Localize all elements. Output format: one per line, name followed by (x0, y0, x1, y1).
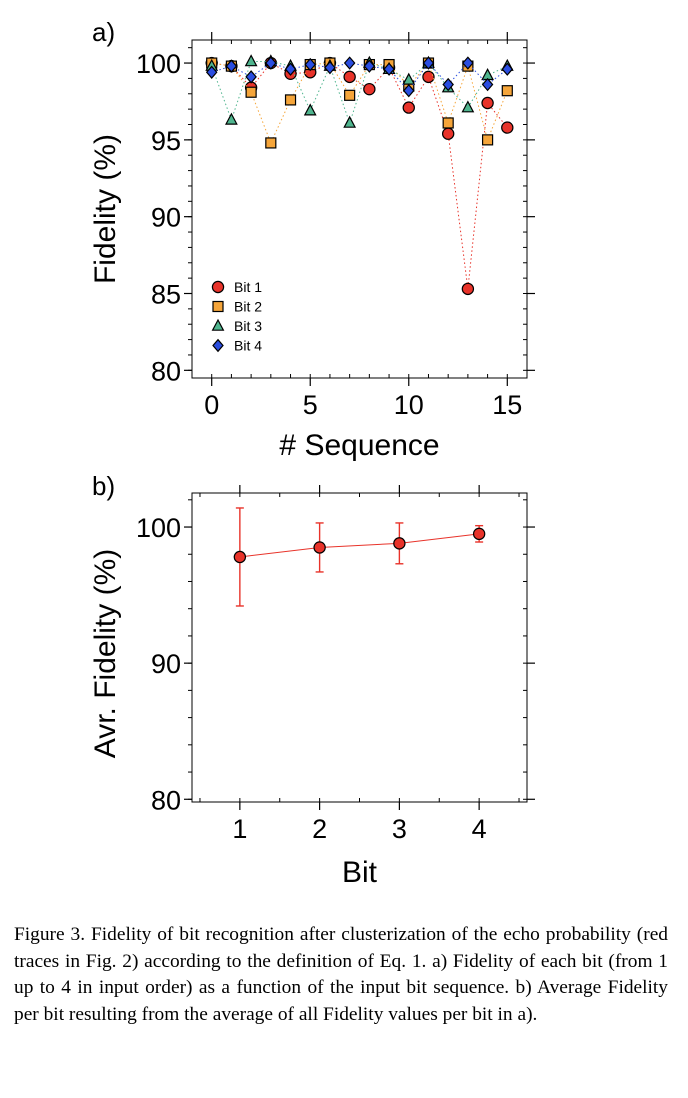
series-bit-2-line (211, 62, 508, 145)
series-bit-4-point-3 (265, 56, 277, 70)
panel-b-label: b) (92, 471, 115, 501)
series-bit-3-point-10 (402, 72, 416, 85)
chart-a-x-tick-label-10: 10 (394, 390, 424, 420)
series-bit-4-point-12 (442, 77, 454, 92)
figure-3: a) 0 5 10 15 80 85 90 95 100 Bit 1 Bit 2 Bit 3 Bit 4… (89, 17, 535, 889)
series-bit-1-point-7 (343, 70, 356, 84)
series-average-fidelity (233, 507, 486, 607)
chart-a-y-tick-label-100: 100 (136, 49, 181, 79)
chart-b-y-axis-title: Avr. Fidelity (%) (89, 549, 122, 759)
series-bit-2-point-14 (481, 134, 494, 146)
series-bit-4-point-10 (402, 83, 415, 98)
series-bit-3-point-5 (303, 103, 317, 116)
series-bit-4-point-11 (422, 56, 435, 70)
series-bit-3-point-7 (343, 115, 357, 128)
average-point-bit-2 (313, 541, 326, 554)
series-bit-4-point-5 (304, 57, 317, 72)
chart-a-y-tick-label-95: 95 (151, 126, 181, 156)
average-point-bit-1 (233, 550, 247, 564)
series-bit-1-point-15 (501, 121, 514, 134)
chart-b-average-fidelity-per-bit: 1 2 3 4 80 90 100 Bit Avr. Fidelity (%) (89, 485, 535, 889)
chart-a-x-tick-label-0: 0 (204, 390, 219, 420)
series-bit-2-point-3 (265, 137, 277, 149)
series-bit-4-point-14 (481, 77, 494, 92)
series-bit-4-point-4 (284, 62, 297, 76)
chart-b-x-tick-label-3: 3 (392, 814, 407, 844)
chart-a-y-axis-title: Fidelity (%) (89, 134, 122, 284)
legend-marker-bit-3 (211, 318, 225, 331)
chart-b-y-tick-label-100: 100 (136, 513, 181, 543)
chart-b-y-tick-label-80: 80 (151, 785, 181, 815)
series-bit-1-point-13 (461, 282, 475, 296)
series-bit-1-line (211, 62, 508, 289)
series-bit-4-point-8 (363, 59, 376, 73)
legend-label-bit-2: Bit 2 (234, 299, 262, 315)
series-bit-4-point-13 (462, 56, 474, 70)
series-bit-4-point-2 (245, 70, 257, 84)
legend-label-bit-4: Bit 4 (234, 338, 262, 354)
series-bit-3-line (211, 61, 508, 125)
series-bit-4-point-15 (501, 62, 514, 76)
series-bit-1-point-14 (481, 96, 494, 110)
chart-a-legend: Bit 1 Bit 2 Bit 3 Bit 4 (211, 279, 262, 354)
chart-a-plot-frame (191, 39, 528, 379)
series-bit-1-point-12 (441, 127, 455, 140)
series-bit-2-point-15 (501, 85, 513, 97)
legend-marker-bit-2 (212, 300, 224, 313)
figure-caption: Figure 3. Fidelity of bit recognition af… (14, 924, 668, 1025)
chart-a-y-tick-label-85: 85 (151, 280, 181, 310)
chart-b-x-axis-title: Bit (342, 856, 378, 889)
legend-label-bit-1: Bit 1 (234, 279, 262, 295)
chart-b-x-tick-label-2: 2 (312, 814, 327, 844)
chart-b-x-tick-label-4: 4 (472, 814, 487, 844)
series-bit-2-point-7 (344, 89, 356, 101)
series-bit-2-point-4 (284, 94, 297, 106)
panel-a-label: a) (92, 17, 115, 47)
chart-a-y-tick-label-80: 80 (151, 356, 181, 386)
average-point-bit-4 (472, 527, 486, 541)
series-bit-4 (205, 56, 514, 98)
chart-b-y-tick-label-90: 90 (151, 649, 181, 679)
legend-label-bit-3: Bit 3 (234, 318, 262, 334)
chart-a-x-tick-label-5: 5 (303, 390, 318, 420)
series-bit-3-point-2 (244, 54, 258, 67)
series-bit-3-point-1 (225, 112, 238, 125)
legend-marker-bit-4 (212, 338, 224, 353)
series-bit-4-point-0 (205, 65, 218, 79)
series-bit-2-point-2 (245, 86, 257, 98)
series-bit-1-point-8 (363, 82, 376, 96)
series-bit-4-point-9 (383, 62, 395, 76)
series-bit-3-point-13 (461, 100, 475, 113)
series-average-fidelity-line (239, 533, 480, 558)
series-bit-4-point-7 (343, 56, 356, 70)
legend-marker-bit-1 (211, 280, 225, 294)
series-bit-2-point-12 (442, 117, 454, 129)
chart-a-fidelity-vs-sequence: 0 5 10 15 80 85 90 95 100 Bit 1 Bit 2 Bit 3 Bit 4 # S… (89, 32, 535, 462)
series-bit-1-point-10 (402, 101, 415, 114)
chart-a-x-axis-title: # Sequence (279, 429, 439, 462)
chart-a-y-tick-label-90: 90 (151, 203, 181, 233)
series-bit-2 (206, 57, 513, 149)
series-bit-4-point-6 (324, 60, 336, 75)
average-point-bit-3 (393, 537, 406, 550)
chart-b-x-tick-label-1: 1 (232, 814, 247, 844)
series-bit-1-point-11 (422, 70, 435, 84)
chart-a-x-tick-label-15: 15 (492, 390, 522, 420)
series-bit-4-point-1 (225, 59, 238, 73)
